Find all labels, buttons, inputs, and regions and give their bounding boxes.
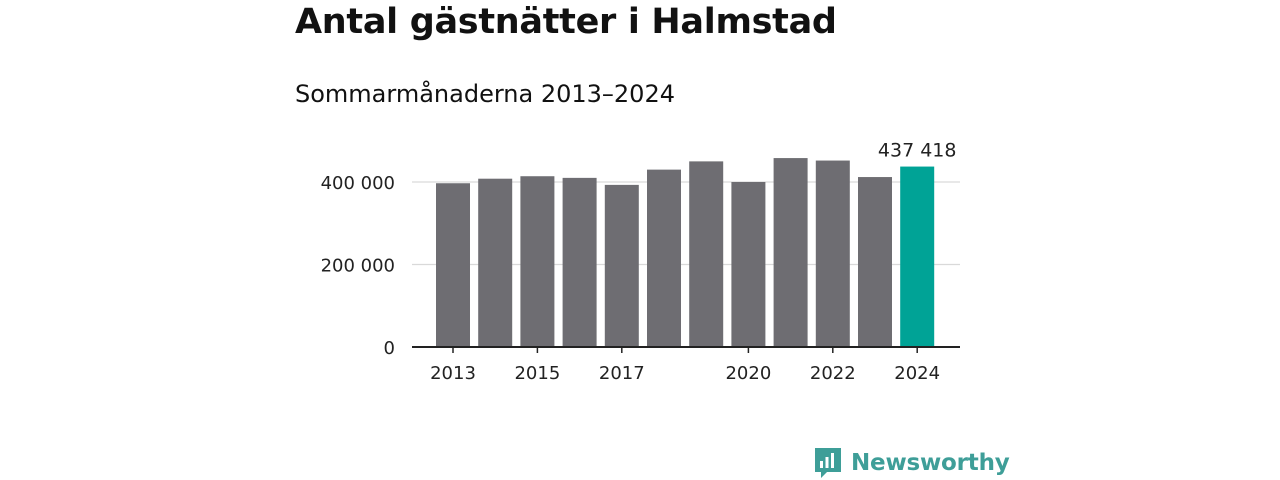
- bars: [436, 158, 935, 347]
- bar-2024: [900, 166, 935, 347]
- y-tick-label: 0: [384, 338, 395, 359]
- bar-2013: [436, 183, 470, 347]
- newsworthy-logo-icon: [815, 448, 841, 478]
- x-tick-label: 2022: [810, 363, 856, 384]
- y-tick-label: 400 000: [321, 173, 395, 194]
- bar-2017: [604, 184, 639, 347]
- x-tick-label: 2017: [599, 363, 645, 384]
- bar-2015: [520, 176, 555, 347]
- bar-2016: [562, 177, 597, 347]
- x-tick-label: 2013: [430, 363, 476, 384]
- bar-2023: [858, 177, 892, 347]
- bar-2019: [689, 161, 724, 347]
- chart-title: Antal gästnätter i Halmstad: [295, 2, 837, 42]
- x-tick-label: 2020: [725, 363, 771, 384]
- x-axis-tick-labels: 2013 2015 2017 2020 2022 2024: [430, 347, 940, 384]
- newsworthy-logo: Newsworthy: [813, 446, 1010, 480]
- x-tick-label: 2015: [514, 363, 560, 384]
- x-tick-label: 2024: [894, 363, 940, 384]
- bar-2021: [773, 158, 808, 347]
- bar-2018: [647, 169, 681, 347]
- value-label: 437 418: [878, 140, 957, 162]
- y-tick-label: 200 000: [321, 256, 395, 277]
- value-labels: 437 418: [878, 140, 957, 162]
- bar-2014: [478, 178, 513, 347]
- bar-2020: [731, 182, 766, 347]
- y-axis-tick-labels: 0 200 000 400 000: [321, 173, 395, 359]
- chart-subtitle: Sommarmånaderna 2013–2024: [295, 80, 675, 108]
- newsworthy-logo-text: Newsworthy: [851, 450, 1010, 476]
- bar-2022: [815, 160, 850, 347]
